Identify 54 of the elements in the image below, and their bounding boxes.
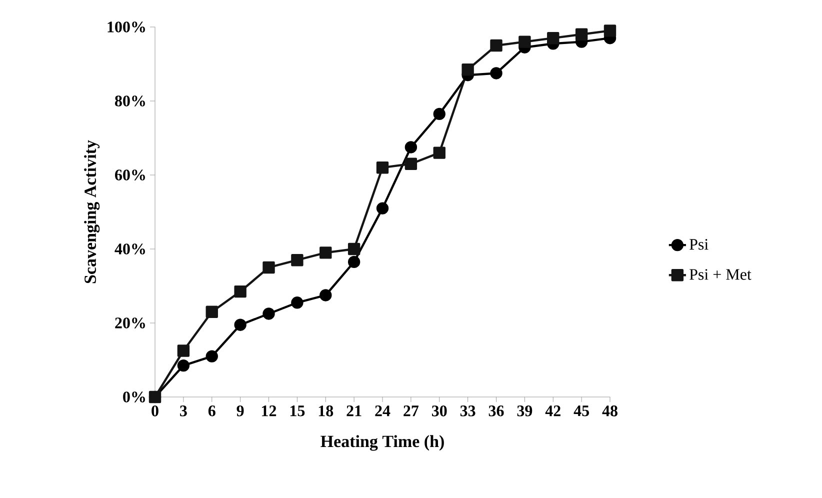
x-tick-label: 24 [375,406,390,416]
x-tick-label: 36 [488,406,504,416]
x-tick-label: 30 [432,406,447,416]
point [234,318,246,331]
x-tick-label: 21 [346,406,362,416]
point [291,296,304,309]
point [433,108,446,120]
x-tick-label: 15 [290,406,305,416]
point [320,246,332,259]
y-axis-title: Scavenging Activity [84,140,100,284]
point [462,63,474,76]
x-tick-label: 6 [208,406,216,416]
point [234,285,246,298]
x-tick-label: 9 [236,406,244,416]
y-tick-label: 60% [115,170,145,180]
x-tick-label: 18 [318,406,334,416]
point [177,359,190,372]
point [206,306,218,318]
point [518,36,531,48]
y-tick-label: 80% [115,96,145,106]
point [291,254,304,266]
x-tick-label: 12 [262,406,276,416]
point [262,308,275,320]
x-tick-label: 33 [460,406,476,416]
point [433,146,446,159]
x-tick-label: 3 [180,406,187,416]
point [262,261,275,274]
y-tick-label: 0% [123,392,145,402]
point [404,158,418,170]
x-axis-title: Heating Time (h) [320,435,444,451]
point [206,350,218,362]
y-tick-label: 100% [108,22,145,32]
x-tick-label: 27 [404,406,419,416]
point [348,256,360,268]
y-tick-label: 20% [115,318,145,328]
x-tick-label: 0 [152,406,158,416]
legend-label: Psi [690,239,708,250]
point [320,289,332,302]
point [404,141,418,154]
legend-label: Psi + Met [690,269,752,280]
point [376,202,389,214]
point [604,24,616,37]
y-tick-label: 40% [114,244,145,254]
x-tick-label: 42 [545,406,560,416]
point [177,344,190,357]
x-tick-label: 39 [517,406,532,416]
point [575,28,588,40]
point [490,67,502,80]
x-tick-label: 45 [574,406,589,416]
point [490,39,502,52]
x-tick-label: 48 [602,406,618,416]
point [547,32,560,44]
point [376,161,389,174]
point [348,242,360,256]
